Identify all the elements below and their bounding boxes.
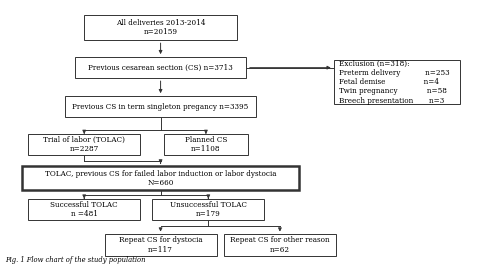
FancyBboxPatch shape <box>22 166 299 190</box>
Text: Trial of labor (TOLAC)
n=2287: Trial of labor (TOLAC) n=2287 <box>43 136 125 153</box>
Text: All deliveries 2013-2014
n=20159: All deliveries 2013-2014 n=20159 <box>116 19 205 36</box>
Text: Successful TOLAC
n =481: Successful TOLAC n =481 <box>50 201 118 218</box>
FancyBboxPatch shape <box>74 57 246 78</box>
Text: Previous CS in term singleton pregancy n=3395: Previous CS in term singleton pregancy n… <box>72 103 248 111</box>
FancyBboxPatch shape <box>28 199 140 220</box>
FancyBboxPatch shape <box>28 134 140 155</box>
FancyBboxPatch shape <box>333 60 459 104</box>
Text: Repeat CS for other reason
n=62: Repeat CS for other reason n=62 <box>229 236 329 254</box>
FancyBboxPatch shape <box>65 96 255 117</box>
FancyBboxPatch shape <box>152 199 264 220</box>
Text: Exclusion (n=318):
Preterm delivery           n=253
Fetal demise                : Exclusion (n=318): Preterm delivery n=25… <box>338 60 449 105</box>
FancyBboxPatch shape <box>164 134 247 155</box>
FancyBboxPatch shape <box>84 15 237 40</box>
Text: Previous cesarean section (CS) n=3713: Previous cesarean section (CS) n=3713 <box>88 64 232 72</box>
Text: Fig. 1 Flow chart of the study population: Fig. 1 Flow chart of the study populatio… <box>5 255 145 264</box>
Text: Unsuccessful TOLAC
n=179: Unsuccessful TOLAC n=179 <box>169 201 246 218</box>
FancyBboxPatch shape <box>104 235 216 256</box>
FancyBboxPatch shape <box>223 235 336 256</box>
Text: TOLAC, previous CS for failed labor induction or labor dystocia
N=660: TOLAC, previous CS for failed labor indu… <box>45 170 276 187</box>
Text: Repeat CS for dystocia
n=117: Repeat CS for dystocia n=117 <box>119 236 202 254</box>
Text: Planned CS
n=1108: Planned CS n=1108 <box>184 136 227 153</box>
